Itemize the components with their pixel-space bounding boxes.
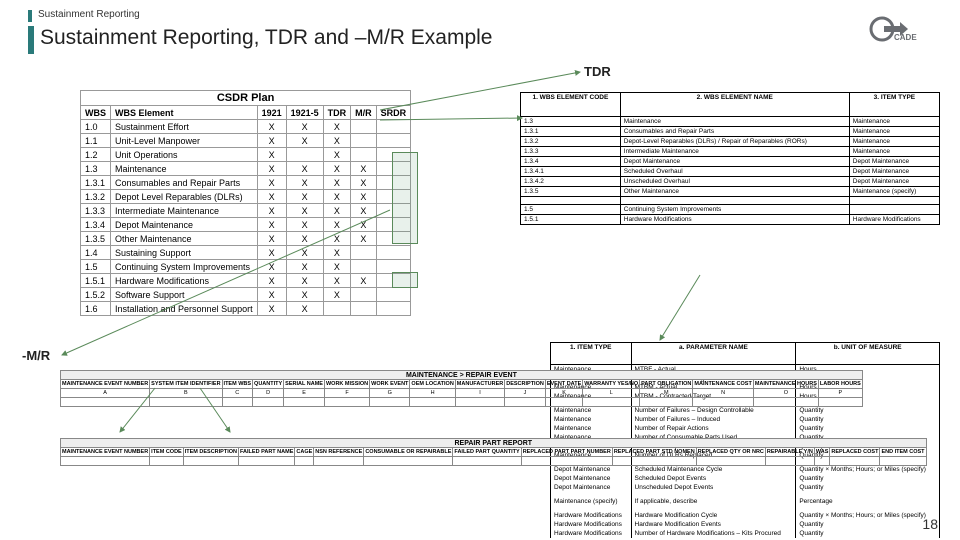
tdr-header: 2. WBS ELEMENT NAME: [620, 93, 849, 117]
tdr-label: TDR: [584, 64, 611, 79]
param-header: 1. ITEM TYPE: [551, 343, 632, 365]
tdr-wbs-table: 1. WBS ELEMENT CODE2. WBS ELEMENT NAME3.…: [520, 92, 940, 225]
table-row: 1.5Continuing System Improvements: [521, 205, 940, 215]
table-row: Depot MaintenanceUnscheduled Depot Event…: [551, 483, 940, 492]
table-row: MaintenanceNumber of Repair ActionsQuant…: [551, 424, 940, 433]
report-title: REPAIR PART REPORT: [61, 439, 927, 448]
accent-bar: [28, 10, 32, 22]
csdr-title: CSDR Plan: [81, 91, 411, 106]
svg-text:CADE: CADE: [894, 33, 917, 42]
param-header: b. UNIT OF MEASURE: [796, 343, 940, 365]
page-header: Sustainment Reporting Sustainment Report…: [28, 10, 898, 62]
table-row: 1.3.4.1Scheduled OverhaulDepot Maintenan…: [521, 167, 940, 177]
table-row: MaintenanceNumber of Failures – Design C…: [551, 406, 940, 415]
report-title: MAINTENANCE > REPAIR EVENT: [61, 371, 863, 380]
cade-logo: CADE: [868, 12, 938, 46]
table-row: 1.1Unit-Level ManpowerXXX: [81, 134, 411, 148]
table-row: Depot MaintenanceScheduled Depot EventsQ…: [551, 474, 940, 483]
accent-bar-2: [28, 26, 34, 54]
table-row: 1.3.3Intermediate MaintenanceXXXX: [81, 204, 411, 218]
table-row: 1.3.4Depot MaintenanceXXXX: [81, 218, 411, 232]
csdr-header: WBS: [81, 106, 111, 120]
csdr-plan-table: CSDR Plan WBSWBS Element19211921-5TDRM/R…: [80, 90, 411, 316]
table-row: 1.0Sustainment EffortXXX: [81, 120, 411, 134]
table-row: 1.5.1Hardware ModificationsXXXX: [81, 274, 411, 288]
maintenance-report: MAINTENANCE > REPAIR EVENTMAINTENANCE EV…: [60, 370, 863, 407]
mr-label: -M/R: [22, 348, 50, 363]
table-row: 1.3.1Consumables and Repair PartsXXXX: [81, 176, 411, 190]
repair-part-report: REPAIR PART REPORTMAINTENANCE EVENT NUMB…: [60, 438, 927, 466]
page-title: Sustainment Reporting, TDR and –M/R Exam…: [40, 26, 492, 50]
table-row: 1.3MaintenanceMaintenance: [521, 117, 940, 127]
table-row: Hardware ModificationsHardware Modificat…: [551, 520, 940, 529]
table-row: MaintenanceNumber of Failures – InducedQ…: [551, 415, 940, 424]
table-row: 1.6Installation and Personnel SupportXX: [81, 302, 411, 316]
table-row: Hardware ModificationsHardware Modificat…: [551, 511, 940, 520]
csdr-header: M/R: [351, 106, 377, 120]
table-row: 1.5.2Software SupportXXX: [81, 288, 411, 302]
table-row: 1.3.4Depot MaintenanceDepot Maintenance: [521, 157, 940, 167]
table-row: 1.3.1Consumables and Repair PartsMainten…: [521, 127, 940, 137]
csdr-header: WBS Element: [111, 106, 258, 120]
param-header: a. PARAMETER NAME: [631, 343, 796, 365]
table-row: 1.3MaintenanceXXXX: [81, 162, 411, 176]
table-row: Hardware ModificationsNumber of Hardware…: [551, 529, 940, 538]
table-row: 1.5Continuing System ImprovementsXXX: [81, 260, 411, 274]
tdr-header: 1. WBS ELEMENT CODE: [521, 93, 621, 117]
table-row: 1.3.4.2Unscheduled OverhaulDepot Mainten…: [521, 177, 940, 187]
csdr-header: 1921: [257, 106, 286, 120]
breadcrumb: Sustainment Reporting: [38, 9, 140, 20]
table-row: 1.3.5Other MaintenanceXXXX: [81, 232, 411, 246]
table-row: 1.5.1Hardware ModificationsHardware Modi…: [521, 215, 940, 225]
csdr-header: SRDR: [376, 106, 411, 120]
table-row: 1.3.5Other MaintenanceMaintenance (speci…: [521, 187, 940, 197]
table-row: Maintenance (specify)If applicable, desc…: [551, 497, 940, 506]
csdr-header: TDR: [323, 106, 351, 120]
csdr-header: 1921-5: [286, 106, 323, 120]
table-row: 1.3.2Depot Level Reparables (DLRs)XXXX: [81, 190, 411, 204]
table-row: 1.3.2Depot-Level Reparables (DLRs) / Rep…: [521, 137, 940, 147]
table-row: 1.4Sustaining SupportXXX: [81, 246, 411, 260]
table-row: 1.3.3Intermediate MaintenanceMaintenance: [521, 147, 940, 157]
table-row: Depot MaintenanceScheduled Maintenance C…: [551, 465, 940, 474]
table-row: 1.2Unit OperationsXX: [81, 148, 411, 162]
tdr-header: 3. ITEM TYPE: [849, 93, 939, 117]
